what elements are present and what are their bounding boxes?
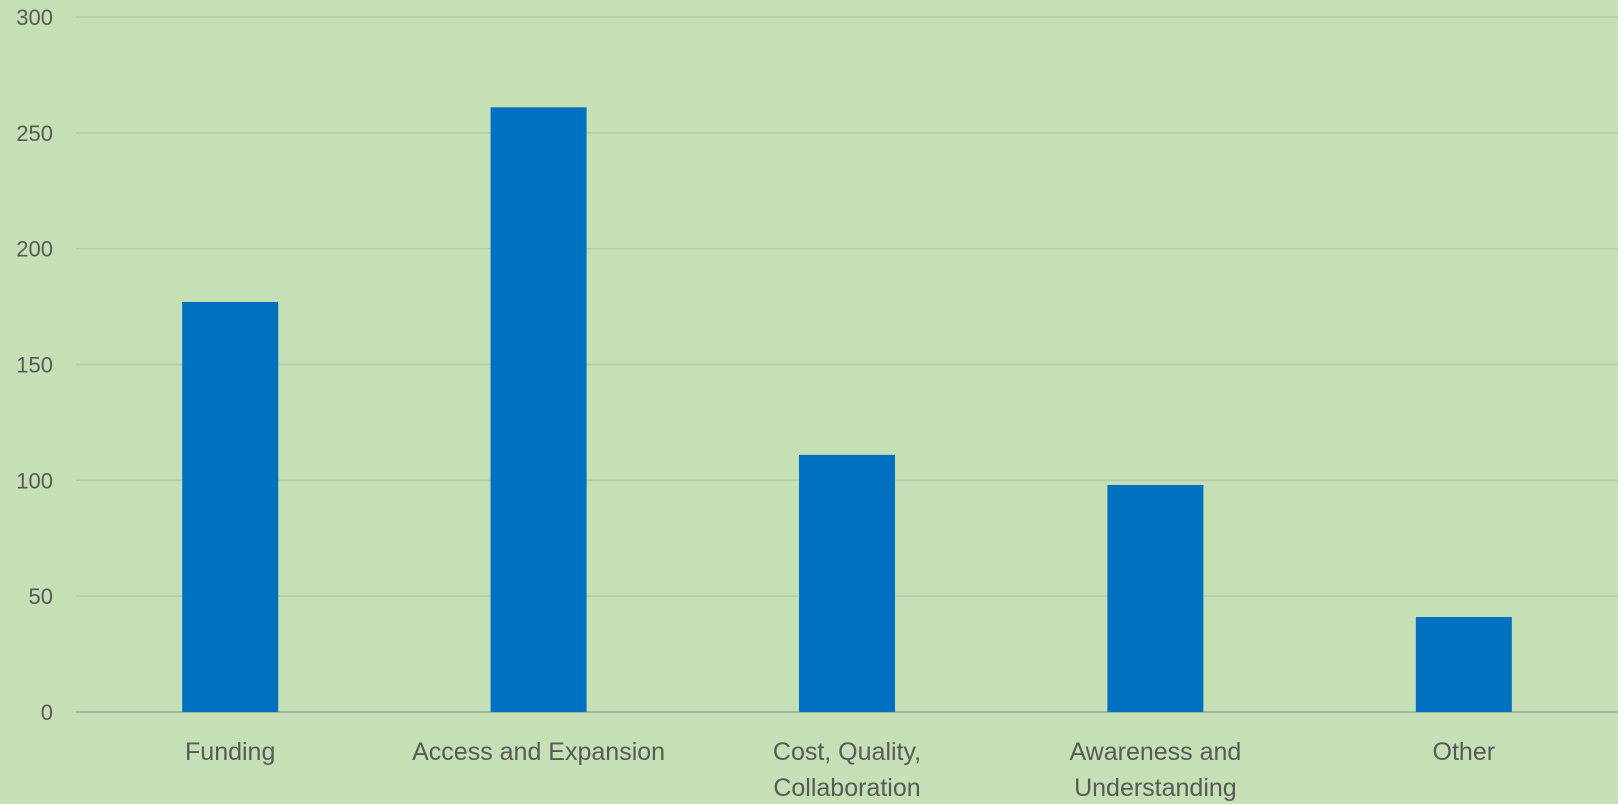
x-category-label: Understanding [1074, 774, 1237, 802]
bar [799, 454, 895, 712]
y-tick-label: 200 [16, 237, 53, 262]
x-category-label: Access and Expansion [412, 738, 665, 766]
y-axis-tick-labels: 0 50 100 150 200 250 300 [16, 5, 53, 725]
bar [1415, 617, 1512, 712]
y-tick-label: 0 [41, 700, 53, 725]
x-category-label: Cost, Quality, [773, 738, 921, 766]
bars [182, 107, 1512, 713]
x-category-label: Funding [185, 738, 275, 766]
bar [182, 301, 279, 712]
y-tick-label: 100 [16, 468, 53, 493]
bar [490, 107, 587, 713]
bar [1107, 484, 1204, 712]
x-category-label: Awareness and [1069, 738, 1241, 766]
y-tick-label: 150 [16, 353, 53, 378]
x-category-label: Collaboration [773, 774, 920, 802]
x-category-label: Other [1433, 738, 1496, 766]
y-tick-label: 50 [29, 584, 53, 609]
x-axis-category-labels: Funding Access and Expansion Cost, Quality… [185, 738, 1495, 802]
y-tick-label: 250 [16, 121, 53, 146]
y-tick-label: 300 [16, 5, 53, 30]
